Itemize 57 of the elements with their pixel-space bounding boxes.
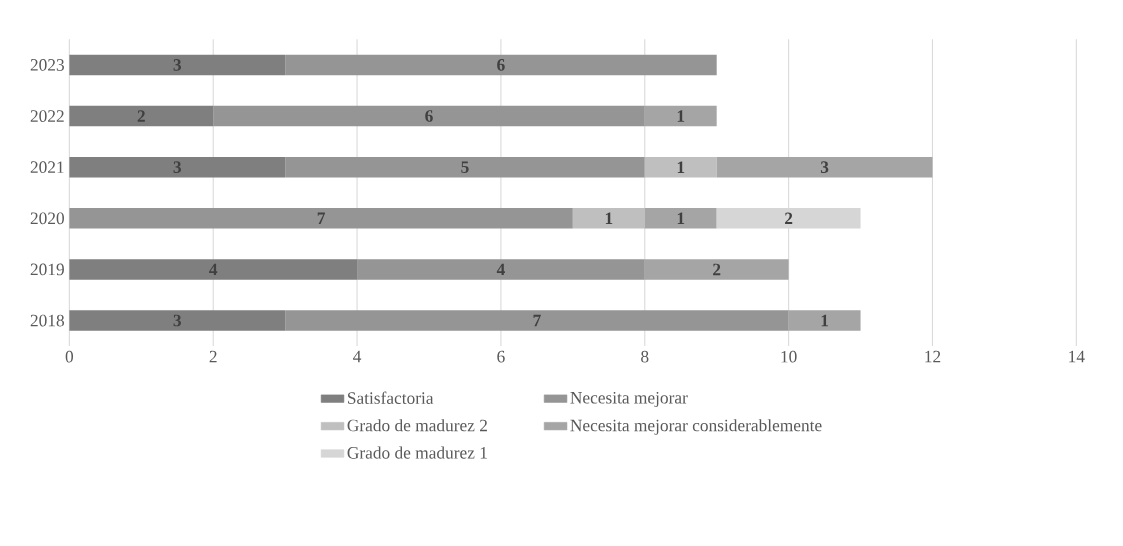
data-label: 7	[317, 212, 326, 224]
legend-label: Necesita mejorar	[570, 391, 688, 408]
bar	[69, 105, 214, 127]
x-tick-label: 2	[209, 350, 217, 363]
y-tick-label: 2018	[30, 314, 64, 327]
y-tick-label: 2022	[30, 110, 64, 122]
y-tick-label: 2019	[30, 263, 64, 276]
bar	[644, 207, 717, 229]
bar	[716, 207, 861, 229]
bar	[69, 310, 286, 331]
legend-label: Grado de madurez 2	[347, 419, 487, 432]
y-tick-label: 2020	[30, 212, 64, 225]
data-label: 1	[677, 212, 685, 224]
data-label: 4	[209, 263, 218, 276]
bar	[357, 259, 645, 280]
y-tick-label: 2021	[30, 161, 64, 173]
data-label: 2	[785, 212, 793, 224]
data-label: 4	[496, 263, 505, 276]
x-tick-label: 10	[781, 350, 797, 363]
bar	[788, 310, 861, 331]
bar	[644, 156, 717, 178]
data-label: 3	[820, 161, 829, 173]
data-label: 7	[533, 314, 541, 327]
legend-label: Necesita mejorar considerablemente	[570, 419, 822, 435]
data-label: 5	[461, 161, 469, 173]
data-label: 6	[497, 59, 505, 71]
bar	[644, 105, 717, 127]
bar	[716, 156, 933, 178]
x-tick-label: 6	[497, 350, 505, 363]
bar	[69, 54, 286, 76]
data-label: 1	[821, 314, 829, 327]
data-label: 1	[677, 110, 685, 122]
y-tick-label: 2023	[30, 58, 64, 71]
bar	[69, 156, 286, 178]
bar	[285, 310, 789, 331]
bar	[285, 54, 717, 76]
data-label: 3	[173, 59, 181, 71]
bar	[644, 259, 789, 280]
x-tick-label: 14	[1069, 350, 1085, 363]
bar	[213, 105, 645, 127]
x-tick-label: 12	[925, 350, 941, 363]
data-label: 3	[173, 314, 181, 327]
bar	[285, 156, 645, 178]
x-tick-label: 4	[353, 350, 362, 363]
bar	[69, 259, 358, 280]
x-tick-label: 8	[641, 350, 649, 363]
data-label: 1	[677, 161, 685, 173]
legend-label: Grado de madurez 1	[347, 446, 487, 459]
data-label: 1	[605, 212, 613, 224]
data-label: 3	[173, 161, 181, 173]
data-label: 2	[137, 110, 145, 122]
legend-label: Satisfactoria	[348, 391, 434, 404]
data-label: 2	[713, 263, 721, 276]
bar	[69, 207, 573, 229]
data-label: 6	[425, 110, 433, 122]
x-tick-label: 0	[65, 350, 74, 363]
bar	[572, 207, 645, 229]
